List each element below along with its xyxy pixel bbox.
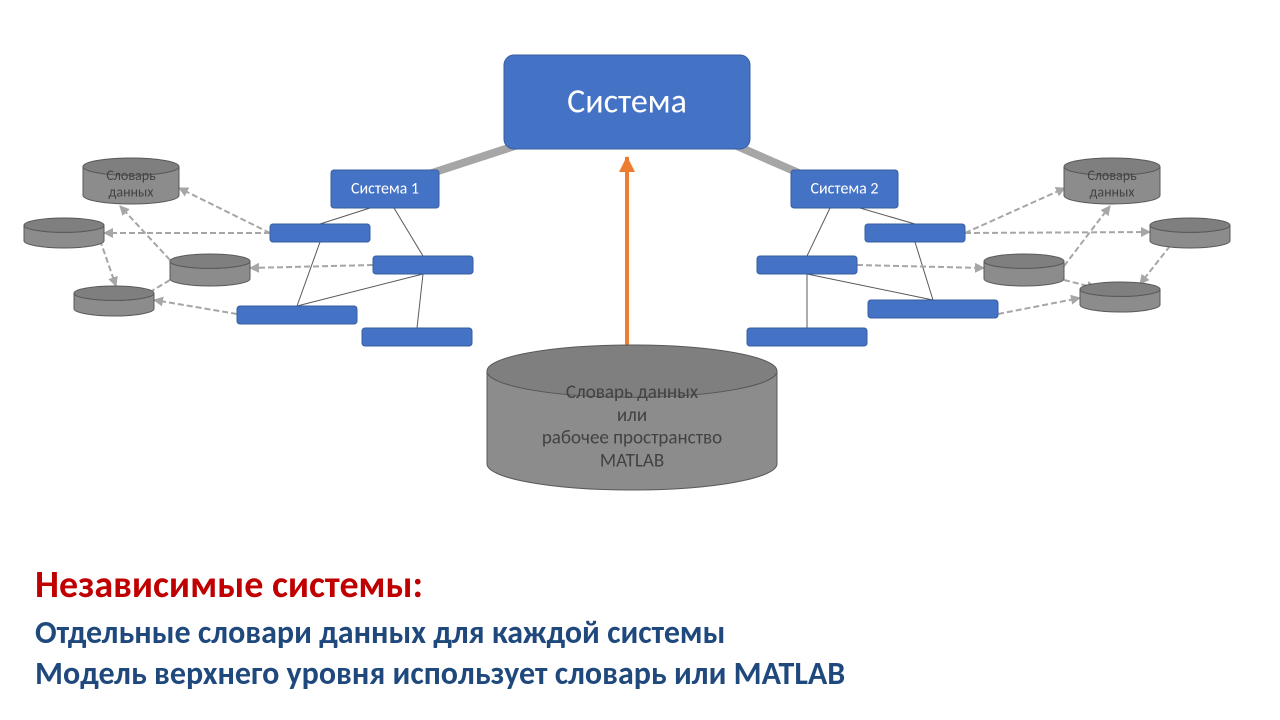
box-node [270, 224, 370, 242]
caption-title: Независимые системы: [35, 562, 1245, 608]
svg-text:Система: Система [567, 82, 687, 123]
svg-text:Система 1: Система 1 [351, 180, 419, 199]
box-node [362, 328, 472, 346]
svg-text:Словарьданных: Словарьданных [1087, 167, 1137, 201]
svg-text:Система 2: Система 2 [810, 180, 878, 199]
box-node [237, 306, 357, 324]
box-node [747, 328, 867, 346]
box-node [373, 256, 473, 274]
box-node [865, 224, 965, 242]
svg-text:Словарьданных: Словарьданных [106, 167, 156, 201]
box-node [868, 300, 998, 318]
box-node [757, 256, 857, 274]
caption-line-1: Отдельные словари данных для каждой сист… [35, 612, 1245, 654]
caption-area: Независимые системы: Отдельные словари д… [35, 562, 1245, 695]
caption-line-2: Модель верхнего уровня использует словар… [35, 653, 1245, 695]
